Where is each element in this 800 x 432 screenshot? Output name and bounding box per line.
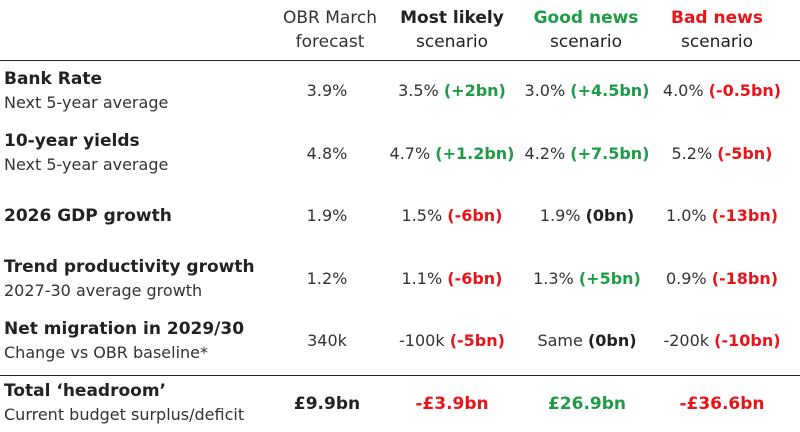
header-obr-march-forecast: OBR March forecast xyxy=(270,6,390,54)
cell-good-news: 4.2% (+7.5bn) xyxy=(518,143,656,165)
cell-obr-value: 1.2% xyxy=(306,269,348,288)
cell-obr-value: 1.9% xyxy=(306,206,348,225)
cell-impact: (-18bn) xyxy=(711,269,779,288)
header-obr-line1: OBR March xyxy=(282,8,378,28)
cell-impact: (+1.2bn) xyxy=(435,144,515,163)
cell-bad-news: -200k (-10bn) xyxy=(656,330,788,352)
cell-impact: (-6bn) xyxy=(447,206,503,225)
cell-value: 1.5% xyxy=(401,206,443,225)
cell-value: 3.0% xyxy=(524,81,566,100)
cell-good-news: 3.0% (+4.5bn) xyxy=(518,80,656,102)
row-subtitle: Next 5-year average xyxy=(4,155,169,174)
cell-impact: (0bn) xyxy=(587,331,637,350)
header-divider xyxy=(0,60,800,61)
cell-impact: (0bn) xyxy=(585,206,635,225)
header-most-likely: Most likely scenario xyxy=(386,6,518,54)
row-title: Bank Rate xyxy=(4,69,102,89)
cell-value: 1.1% xyxy=(401,269,443,288)
total-most-likely-value: -£3.9bn xyxy=(415,394,489,414)
cell-bad-news: 4.0% (-0.5bn) xyxy=(656,80,788,102)
row-label: 2026 GDP growth xyxy=(4,205,274,228)
cell-value: 3.5% xyxy=(398,81,439,100)
cell-obr: 4.8% xyxy=(272,143,382,165)
cell-impact: (-5bn) xyxy=(449,331,505,350)
cell-obr: 3.9% xyxy=(272,80,382,102)
row-title: 2026 GDP growth xyxy=(4,206,172,226)
header-most-likely-line1: Most likely xyxy=(400,8,504,28)
cell-value: -100k xyxy=(399,331,445,350)
cell-impact: (-13bn) xyxy=(711,206,779,225)
cell-impact: (-5bn) xyxy=(717,144,773,163)
cell-good-news: 1.9% (0bn) xyxy=(518,205,656,227)
cell-value: 1.3% xyxy=(533,269,574,288)
cell-obr: 1.9% xyxy=(272,205,382,227)
cell-impact: (+7.5bn) xyxy=(570,144,650,163)
cell-bad-news: 5.2% (-5bn) xyxy=(656,143,788,165)
header-bad-news-line1: Bad news xyxy=(671,8,763,28)
total-obr-value: £9.9bn xyxy=(293,394,361,414)
cell-value: -200k xyxy=(663,331,710,350)
cell-impact: (-6bn) xyxy=(447,269,503,288)
cell-obr: £9.9bn xyxy=(272,393,382,415)
row-label: Trend productivity growth 2027-30 averag… xyxy=(4,256,274,302)
cell-bad-news: -£36.6bn xyxy=(656,393,788,415)
cell-obr-value: 340k xyxy=(307,331,347,350)
cell-good-news: £26.9bn xyxy=(518,393,656,415)
cell-impact: (-0.5bn) xyxy=(708,81,782,100)
cell-value: 4.0% xyxy=(662,81,704,100)
row-subtitle: Next 5-year average xyxy=(4,93,169,112)
header-good-news-line1: Good news xyxy=(533,8,639,28)
cell-bad-news: 0.9% (-18bn) xyxy=(656,268,788,290)
cell-impact: (+2bn) xyxy=(443,81,506,100)
row-title: Total ‘headroom’ xyxy=(4,381,167,401)
header-bad-news: Bad news scenario xyxy=(654,6,780,54)
cell-obr-value: 4.8% xyxy=(306,144,348,163)
cell-value: 1.0% xyxy=(665,206,707,225)
cell-value: 5.2% xyxy=(671,144,713,163)
cell-impact: (-10bn) xyxy=(714,331,781,350)
cell-most-likely: -100k (-5bn) xyxy=(382,330,522,352)
cell-obr-value: 3.9% xyxy=(306,81,348,100)
row-label: Total ‘headroom’ Current budget surplus/… xyxy=(4,380,274,426)
header-good-news-line2: scenario xyxy=(550,32,622,52)
cell-bad-news: 1.0% (-13bn) xyxy=(656,205,788,227)
total-bad-news-value: -£36.6bn xyxy=(679,394,765,414)
header-most-likely-line2: scenario xyxy=(416,32,488,52)
cell-good-news: Same (0bn) xyxy=(518,330,656,352)
cell-impact: (+5bn) xyxy=(578,269,641,288)
cell-value: 4.7% xyxy=(389,144,431,163)
row-subtitle: Current budget surplus/deficit xyxy=(4,405,245,424)
row-title: Net migration in 2029/30 xyxy=(4,319,245,339)
header-good-news: Good news scenario xyxy=(520,6,652,54)
row-label: Bank Rate Next 5-year average xyxy=(4,68,274,114)
cell-obr: 340k xyxy=(272,330,382,352)
cell-most-likely: 1.5% (-6bn) xyxy=(382,205,522,227)
cell-value: 1.9% xyxy=(539,206,581,225)
cell-value: 0.9% xyxy=(665,269,707,288)
row-title: Trend productivity growth xyxy=(4,257,255,277)
total-divider xyxy=(0,375,800,376)
header-obr-line2: forecast xyxy=(295,32,365,52)
row-subtitle: Change vs OBR baseline* xyxy=(4,343,209,362)
total-good-news-value: £26.9bn xyxy=(547,394,627,414)
header-bad-news-line2: scenario xyxy=(681,32,753,52)
cell-most-likely: 4.7% (+1.2bn) xyxy=(382,143,522,165)
cell-obr: 1.2% xyxy=(272,268,382,290)
cell-value: Same xyxy=(537,331,583,350)
cell-most-likely: 1.1% (-6bn) xyxy=(382,268,522,290)
cell-most-likely: -£3.9bn xyxy=(382,393,522,415)
cell-most-likely: 3.5% (+2bn) xyxy=(382,80,522,102)
cell-good-news: 1.3% (+5bn) xyxy=(518,268,656,290)
row-label: Net migration in 2029/30 Change vs OBR b… xyxy=(4,318,274,364)
row-title: 10-year yields xyxy=(4,131,140,151)
cell-value: 4.2% xyxy=(524,144,566,163)
row-label: 10-year yields Next 5-year average xyxy=(4,130,274,176)
row-subtitle: 2027-30 average growth xyxy=(4,281,203,300)
cell-impact: (+4.5bn) xyxy=(570,81,650,100)
